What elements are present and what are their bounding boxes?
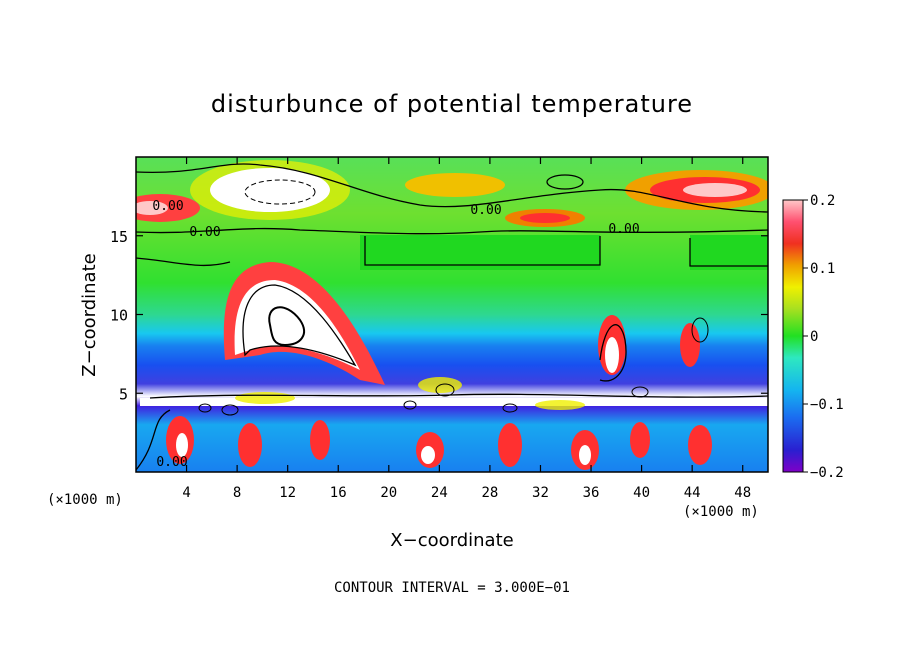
heatmap-field xyxy=(136,157,768,472)
colorbar-ticks: 0.2 0.1 0 −0.1 −0.2 xyxy=(803,193,844,481)
x-tick-label: 44 xyxy=(684,485,701,501)
contour-labels: 0.00 0.00 0.00 0.00 0.00 xyxy=(152,199,639,470)
chart-title: disturbunce of potential temperature xyxy=(211,90,693,118)
x-tick-label: 8 xyxy=(233,485,241,501)
x-axis-label: X−coordinate xyxy=(390,530,513,551)
x-tick-label: 40 xyxy=(633,485,650,501)
y-tick-label: 5 xyxy=(119,385,128,403)
x-tick-label: 36 xyxy=(583,485,600,501)
x-unit-left: (×1000 m) xyxy=(47,492,123,508)
contour-label: 0.00 xyxy=(152,199,183,214)
x-tick-label: 16 xyxy=(330,485,347,501)
y-axis-label: Z−coordinate xyxy=(79,253,100,376)
colorbar xyxy=(782,199,804,473)
y-axis: 5 10 15 xyxy=(110,228,768,403)
contour-label: 0.00 xyxy=(189,225,220,240)
x-tick-label: 20 xyxy=(380,485,397,501)
x-tick-label: 4 xyxy=(182,485,190,501)
x-tick-label: 24 xyxy=(431,485,448,501)
contour-label: 0.00 xyxy=(608,222,639,237)
contour-label: 0.00 xyxy=(470,203,501,218)
y-tick-label: 10 xyxy=(110,307,128,325)
x-tick-label: 12 xyxy=(279,485,296,501)
x-tick-label: 48 xyxy=(734,485,751,501)
colorbar-tick-label: 0 xyxy=(810,329,818,345)
y-tick-label: 15 xyxy=(110,228,128,246)
contour-label: 0.00 xyxy=(156,455,187,470)
colorbar-tick-label: −0.2 xyxy=(810,465,844,481)
colorbar-tick-label: −0.1 xyxy=(810,397,844,413)
colorbar-tick-label: 0.1 xyxy=(810,261,835,277)
colorbar-tick-label: 0.2 xyxy=(810,193,835,209)
x-unit-right: (×1000 m) xyxy=(683,504,759,520)
x-tick-label: 28 xyxy=(481,485,498,501)
x-axis: 4 8 12 16 20 24 28 32 36 40 44 48 xyxy=(182,157,751,501)
contour-interval-footer: CONTOUR INTERVAL = 3.000E−01 xyxy=(334,580,570,596)
x-tick-label: 32 xyxy=(532,485,549,501)
